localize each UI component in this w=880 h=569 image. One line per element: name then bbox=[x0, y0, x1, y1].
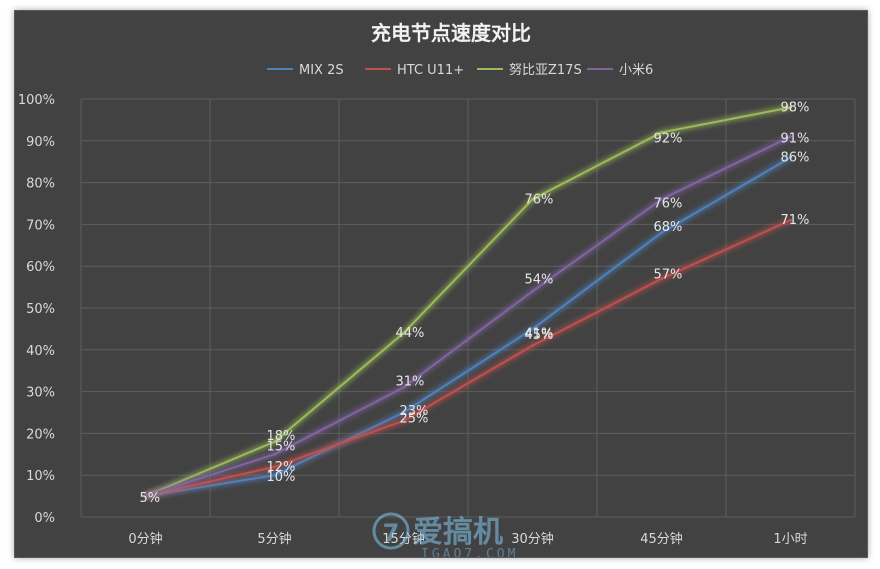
y-tick-label: 70% bbox=[26, 218, 55, 233]
y-tick-label: 30% bbox=[26, 386, 55, 401]
data-point bbox=[273, 440, 276, 444]
data-point bbox=[402, 411, 405, 414]
data-label: 10% bbox=[267, 470, 296, 485]
x-axis: 0分钟 5分钟 15分钟 30分钟 45分钟 1小时 bbox=[128, 531, 807, 547]
y-tick-label: 90% bbox=[26, 135, 55, 150]
legend-entry: 努比亚Z17S bbox=[509, 63, 582, 78]
y-tick-label: 20% bbox=[26, 427, 55, 442]
series-line bbox=[145, 156, 792, 498]
x-tick-label: 45分钟 bbox=[640, 531, 683, 547]
data-label: 23% bbox=[400, 404, 429, 419]
data-label: 31% bbox=[396, 374, 425, 389]
data-label: 25% bbox=[400, 412, 429, 427]
x-tick-label: 1小时 bbox=[773, 532, 807, 547]
data-point bbox=[273, 452, 276, 456]
watermark-logo-icon bbox=[372, 512, 410, 550]
y-tick-label: 0% bbox=[34, 511, 55, 526]
data-point bbox=[660, 197, 663, 201]
data-point bbox=[789, 156, 792, 160]
chart-title: 充电节点速度对比 bbox=[371, 21, 531, 45]
y-tick-label: 80% bbox=[26, 177, 55, 192]
data-point bbox=[531, 327, 534, 331]
legend-entry: HTC U11+ bbox=[397, 63, 464, 78]
data-label: 45% bbox=[525, 328, 554, 343]
legend: MIX 2S HTC U11+ 努比亚Z17S 小米6 bbox=[267, 63, 653, 78]
gridlines bbox=[80, 98, 856, 518]
data-point bbox=[402, 331, 405, 335]
watermark-logo-glyph: 7 bbox=[383, 519, 400, 547]
data-label: 41% bbox=[525, 327, 554, 342]
chart-panel: 充电节点速度对比 0% 10% 20% 30% 40% 50% 60% 70% 80% 90% 10… bbox=[14, 10, 868, 558]
data-point bbox=[402, 419, 405, 423]
data-point bbox=[531, 289, 534, 293]
data-point bbox=[273, 473, 276, 477]
data-point bbox=[402, 385, 405, 389]
series-line bbox=[145, 106, 791, 498]
data-label: 76% bbox=[525, 192, 554, 207]
data-label: 91% bbox=[781, 132, 810, 147]
data-label: 98% bbox=[781, 100, 810, 115]
watermark-site: IGAO7.COM bbox=[421, 547, 518, 557]
data-point bbox=[144, 494, 147, 498]
watermark: 7 爱搞机 IGAO7.COM bbox=[372, 512, 518, 557]
data-point bbox=[789, 218, 792, 222]
data-labels: 5% 10% 25% 45% 68% 86% 12% 23% 41% 57% 71% 18% 44% 76… bbox=[140, 100, 810, 506]
data-label: 68% bbox=[654, 220, 683, 235]
series-group bbox=[144, 104, 793, 500]
data-point bbox=[531, 344, 534, 348]
data-label: 44% bbox=[396, 326, 425, 341]
x-tick-label: 0分钟 bbox=[128, 531, 162, 547]
x-tick-label: 15分钟 bbox=[382, 531, 425, 547]
data-label: 12% bbox=[267, 460, 296, 475]
data-label: 18% bbox=[267, 429, 296, 444]
data-label: 92% bbox=[654, 131, 683, 146]
data-point bbox=[273, 465, 276, 469]
data-point bbox=[660, 277, 663, 281]
data-point bbox=[789, 135, 792, 139]
data-label: 54% bbox=[525, 272, 554, 287]
series-line bbox=[145, 135, 791, 498]
data-point bbox=[660, 231, 663, 235]
legend-entry: 小米6 bbox=[619, 63, 653, 78]
data-label: 76% bbox=[654, 196, 683, 211]
y-tick-label: 10% bbox=[26, 469, 55, 484]
legend-entry: MIX 2S bbox=[299, 63, 344, 78]
data-label: 86% bbox=[781, 151, 810, 166]
data-label: 71% bbox=[781, 213, 810, 228]
line-chart: 充电节点速度对比 0% 10% 20% 30% 40% 50% 60% 70% 80% 90% 10… bbox=[18, 21, 856, 557]
x-tick-label: 30分钟 bbox=[511, 531, 554, 547]
y-tick-label: 100% bbox=[18, 93, 55, 108]
x-tick-label: 5分钟 bbox=[257, 531, 291, 547]
data-label: 5% bbox=[140, 491, 161, 506]
data-label: 57% bbox=[654, 268, 683, 283]
y-tick-label: 60% bbox=[26, 260, 55, 275]
data-point bbox=[789, 105, 792, 109]
y-axis: 0% 10% 20% 30% 40% 50% 60% 70% 80% 90% 100% bbox=[18, 93, 55, 526]
data-point bbox=[660, 130, 663, 134]
y-tick-label: 50% bbox=[26, 302, 55, 317]
data-label: 15% bbox=[267, 439, 296, 454]
y-tick-label: 40% bbox=[26, 344, 55, 359]
series-line bbox=[145, 219, 791, 498]
watermark-brand: 爱搞机 bbox=[413, 515, 503, 550]
data-point bbox=[531, 197, 534, 201]
